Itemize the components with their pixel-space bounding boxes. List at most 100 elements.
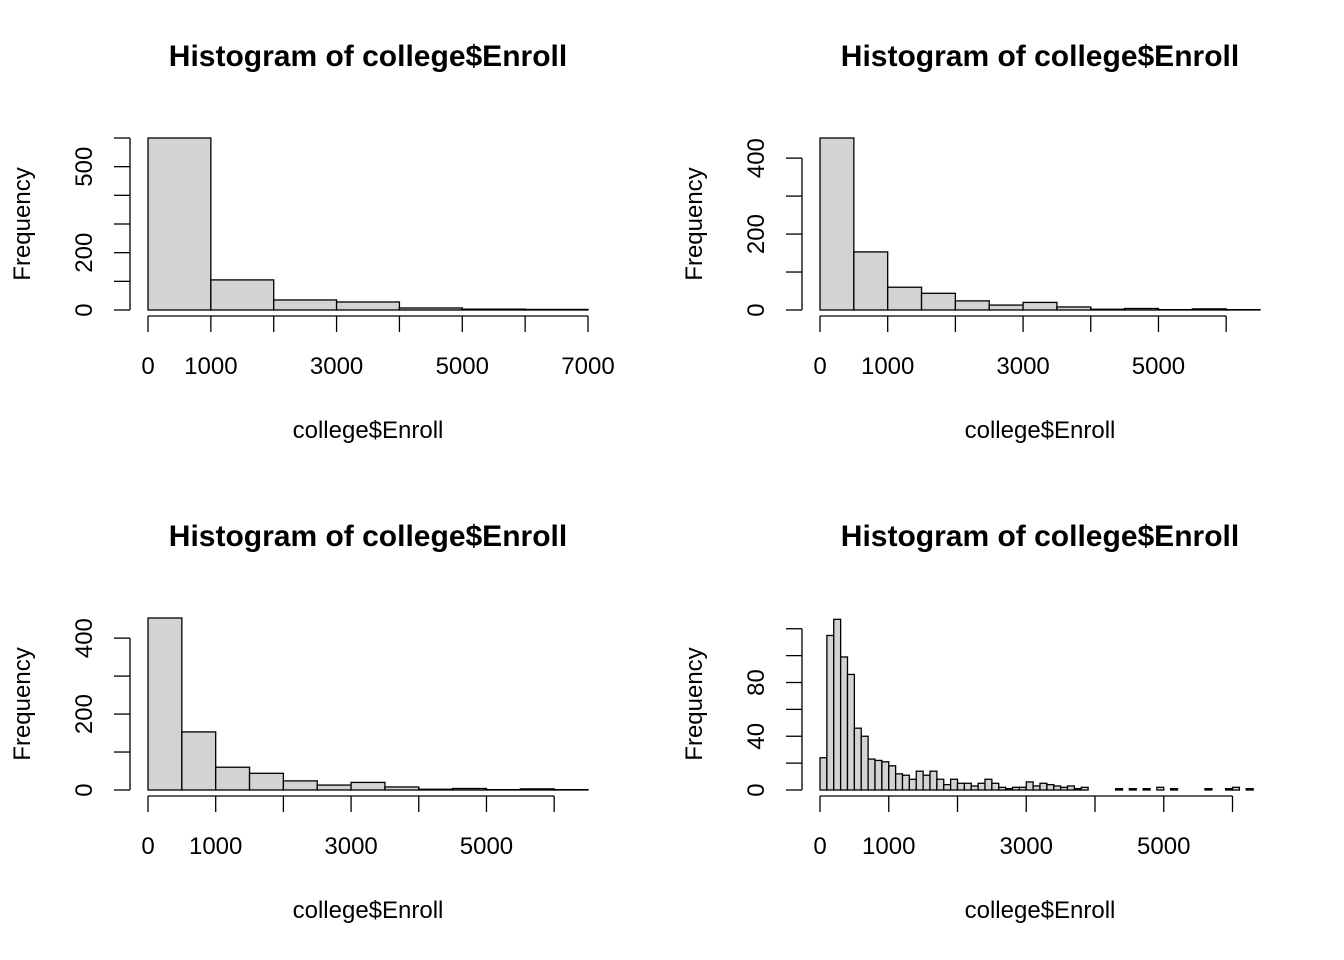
histogram-bar [970,785,979,791]
histogram-bar [839,656,849,791]
histogram-bar [1123,307,1160,311]
histogram-bar [1142,788,1151,791]
x-tick-label: 1000 [862,833,915,860]
y-tick-label: 0 [743,783,770,796]
histogram-bar [998,786,1007,791]
histogram-bar [384,786,420,791]
histogram-bar [1066,785,1076,791]
x-tick-label: 1000 [184,353,237,380]
histogram-bar [977,782,986,791]
x-axis-label: college$Enroll [965,417,1116,444]
y-axis-label: Frequency [681,167,708,280]
x-tick-label: 5000 [1132,353,1185,380]
histogram-bar [1056,306,1092,311]
histogram-bar [215,766,251,791]
y-tick-label: 200 [71,233,98,273]
histogram-bar [819,137,855,311]
x-tick-label: 3000 [1000,833,1053,860]
histogram-bar [915,770,924,791]
histogram-bar [282,780,318,791]
histogram-bar [846,673,856,791]
histogram-bar [888,765,897,791]
x-tick-label: 0 [813,353,826,380]
histogram-bar [1245,788,1254,791]
histogram-bar [894,773,904,791]
y-tick-label: 400 [743,138,770,178]
histogram-bar [988,304,1024,311]
x-tick-label: 0 [141,353,154,380]
histogram-bar [920,292,957,311]
x-tick-label: 0 [141,833,154,860]
histogram-bar [147,617,183,791]
histogram-bar [519,788,555,791]
y-axis-label: Frequency [681,647,708,760]
histogram-bar [901,774,911,791]
histogram-bar [908,778,917,791]
histogram-bar [181,731,217,791]
histogram-panel: Histogram of college$Enroll 0 1000 3000 5000… [9,520,589,924]
y-tick-label: 0 [743,303,770,316]
histogram-bar [350,781,386,791]
y-tick-label: 500 [71,147,98,187]
histogram-bar [826,634,835,791]
y-tick-label: 200 [71,694,98,734]
histogram-bar [451,787,488,791]
x-tick-label: 1000 [189,833,242,860]
histogram-bar [1169,788,1179,791]
y-tick-label: 0 [71,783,98,796]
histogram-bar [248,772,285,791]
histogram-bar [922,774,931,791]
histogram-bar [1018,786,1027,791]
histogram-bar [1059,786,1069,791]
y-axis-label: Frequency [9,647,36,760]
histogram-bar [1025,781,1034,791]
histogram-bar [819,757,828,791]
y-tick-label: 200 [743,214,770,254]
histogram-bar [1046,783,1055,791]
chart-title: Histogram of college$Enroll [841,40,1239,73]
histogram-bar [853,727,862,791]
histogram-bar [1032,785,1041,791]
x-axis-label: college$Enroll [965,897,1116,924]
histogram-bar [1191,308,1227,311]
histogram-panel: Histogram of college$Enroll 0 1000 3000 5000… [681,40,1261,444]
histogram-bar [1011,786,1021,791]
histogram-bar [853,251,889,311]
histogram-bar [833,618,842,791]
histogram-bar [956,782,966,791]
histogram-bar [1224,788,1234,791]
histogram-bar [210,279,275,311]
chart-title: Histogram of college$Enroll [841,520,1239,553]
histogram-bar [963,782,972,791]
x-axis-label: college$Enroll [293,897,444,924]
x-tick-label: 3000 [996,353,1049,380]
x-tick-label: 1000 [861,353,914,380]
histogram-bar [943,783,952,791]
x-tick-label: 3000 [324,833,377,860]
y-tick-label: 40 [743,723,770,750]
chart-title: Histogram of college$Enroll [169,40,567,73]
x-tick-label: 7000 [561,353,614,380]
y-tick-label: 80 [743,669,770,696]
histogram-bar [524,308,589,311]
histogram-bar [954,300,990,311]
x-axis-label: college$Enroll [293,417,444,444]
x-tick-label: 5000 [460,833,513,860]
histogram-bar [1204,788,1213,791]
histogram-bar [1156,786,1165,791]
histogram-bar [316,784,352,791]
histogram-bar [881,761,890,791]
histogram-bar [418,788,454,791]
histogram-bar [984,778,993,791]
y-tick-label: 0 [71,303,98,316]
x-tick-label: 3000 [310,353,363,380]
histogram-bar [929,770,938,791]
histogram-bar [1080,786,1089,791]
chart-title: Histogram of college$Enroll [169,520,567,553]
histogram-bar [874,759,883,791]
histogram-bar [1090,308,1126,311]
histogram-bar [1073,788,1082,791]
histogram-bar [1128,788,1137,791]
